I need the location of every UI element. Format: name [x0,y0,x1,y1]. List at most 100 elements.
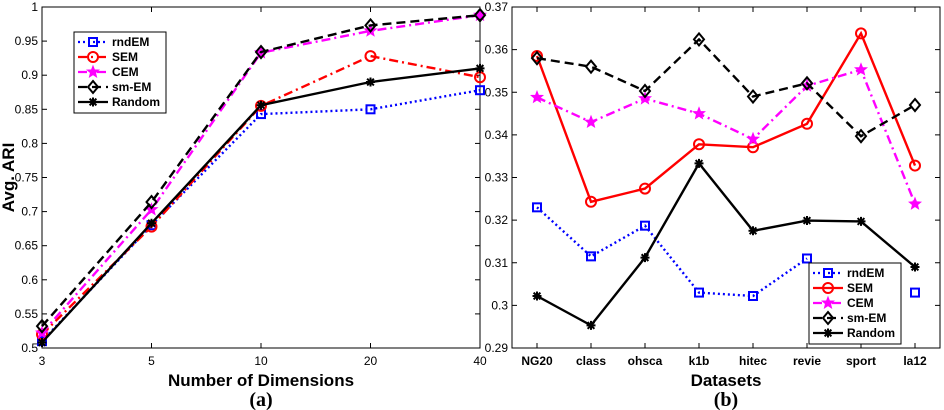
data-point [530,90,544,104]
data-point [145,194,158,210]
legend-marker [822,282,834,294]
x-tick-label: la12 [903,354,927,368]
y-tick-label: 0.29 [485,341,509,355]
series-line [535,30,917,204]
x-tick-label: ohsca [628,354,663,368]
x-tick-label: 5 [148,354,155,368]
x-tick-label: class [576,354,606,368]
data-point [640,220,650,231]
y-tick-label: 0.33 [485,171,509,185]
data-point [692,106,706,120]
legend-entry: CEM [847,296,874,310]
legend-marker [821,310,835,326]
data-point [475,85,485,96]
data-point [584,59,598,75]
data-point [584,114,598,128]
y-axis-label: Avg. ARI [0,143,18,213]
legend-entry: sm-EM [847,311,886,325]
series-line [41,89,481,343]
panel-label: (a) [249,389,272,410]
y-tick-label: 0.7 [21,205,38,219]
y-tick-label: 0.8 [21,136,38,150]
legend-marker [821,295,835,310]
data-point [639,182,651,195]
legend-entry: rndEM [112,35,149,49]
series-sm-em [530,31,922,144]
data-point [530,50,544,66]
y-tick-label: 0.65 [15,239,39,253]
data-point [855,27,867,40]
data-point [692,31,706,47]
y-tick-label: 0.6 [21,273,38,287]
legend-entry: CEM [112,65,139,79]
series-random [532,158,920,330]
chart-panel-1: 0.5 0.55 0.6 0.65 0.7 0.75 0.8 0.85 0.9 0.95 1 3 5 10… [0,0,487,410]
series-line [41,14,481,327]
data-point [640,253,650,263]
data-point [694,158,704,168]
data-point [908,97,922,113]
chart-panel-2: 0.29 0.3 0.31 0.32 0.33 0.34 0.35 0.36 0.37 NG20 c… [485,0,941,410]
data-point [254,44,268,60]
legend-marker [823,328,833,338]
data-point [532,202,542,213]
x-axis-label: Number of Dimensions [168,371,354,390]
y-tick-label: 0.31 [485,256,509,270]
data-point [364,50,377,63]
y-tick-label: 0.85 [15,102,39,116]
series-random [37,63,485,348]
x-tick-label: hitec [739,354,767,368]
legend-marker [86,64,100,79]
legend-entry: SEM [847,281,873,295]
data-point [37,338,47,348]
series-sm-em [35,7,487,334]
legend-entry: Random [112,95,160,109]
data-point [802,253,812,264]
legend-entry: Random [847,326,895,340]
data-point [473,7,487,23]
series-sem [531,27,921,208]
y-tick-label: 0.55 [15,307,39,321]
data-point [909,159,921,172]
y-tick-label: 0.32 [485,213,509,227]
legend-entry: sm-EM [112,80,151,94]
data-point [748,290,758,301]
x-tick-label: 40 [473,354,487,368]
data-point [748,226,758,236]
y-tick-label: 0.3 [491,298,508,312]
legend-marker [86,79,100,95]
data-point [693,138,705,151]
y-tick-label: 0.75 [15,171,39,185]
x-tick-label: revie [793,354,821,368]
data-point [475,63,485,73]
data-point [532,291,542,301]
y-tick-label: 0.37 [485,0,509,14]
legend-marker [88,37,98,47]
x-tick-label: 20 [364,354,378,368]
data-point [908,196,922,210]
legend-marker [87,51,99,63]
data-point [910,287,920,298]
series-rndem [532,202,920,301]
data-point [854,62,868,76]
x-tick-label: k1b [689,354,710,368]
y-tick-label: 1 [31,0,38,14]
series-line [536,68,917,205]
x-axis-label: Datasets [691,371,762,390]
data-point [256,100,266,110]
data-point [800,75,814,91]
data-point [801,117,813,130]
data-point [856,216,866,226]
y-tick-label: 0.5 [21,341,38,355]
x-tick-label: sport [846,354,876,368]
legend-entry: SEM [112,50,138,64]
panel-label: (b) [714,389,738,410]
data-point [586,251,596,262]
data-point [746,131,760,146]
data-point [366,77,375,87]
data-point [638,83,652,99]
data-point [854,128,868,144]
data-point [585,195,597,208]
